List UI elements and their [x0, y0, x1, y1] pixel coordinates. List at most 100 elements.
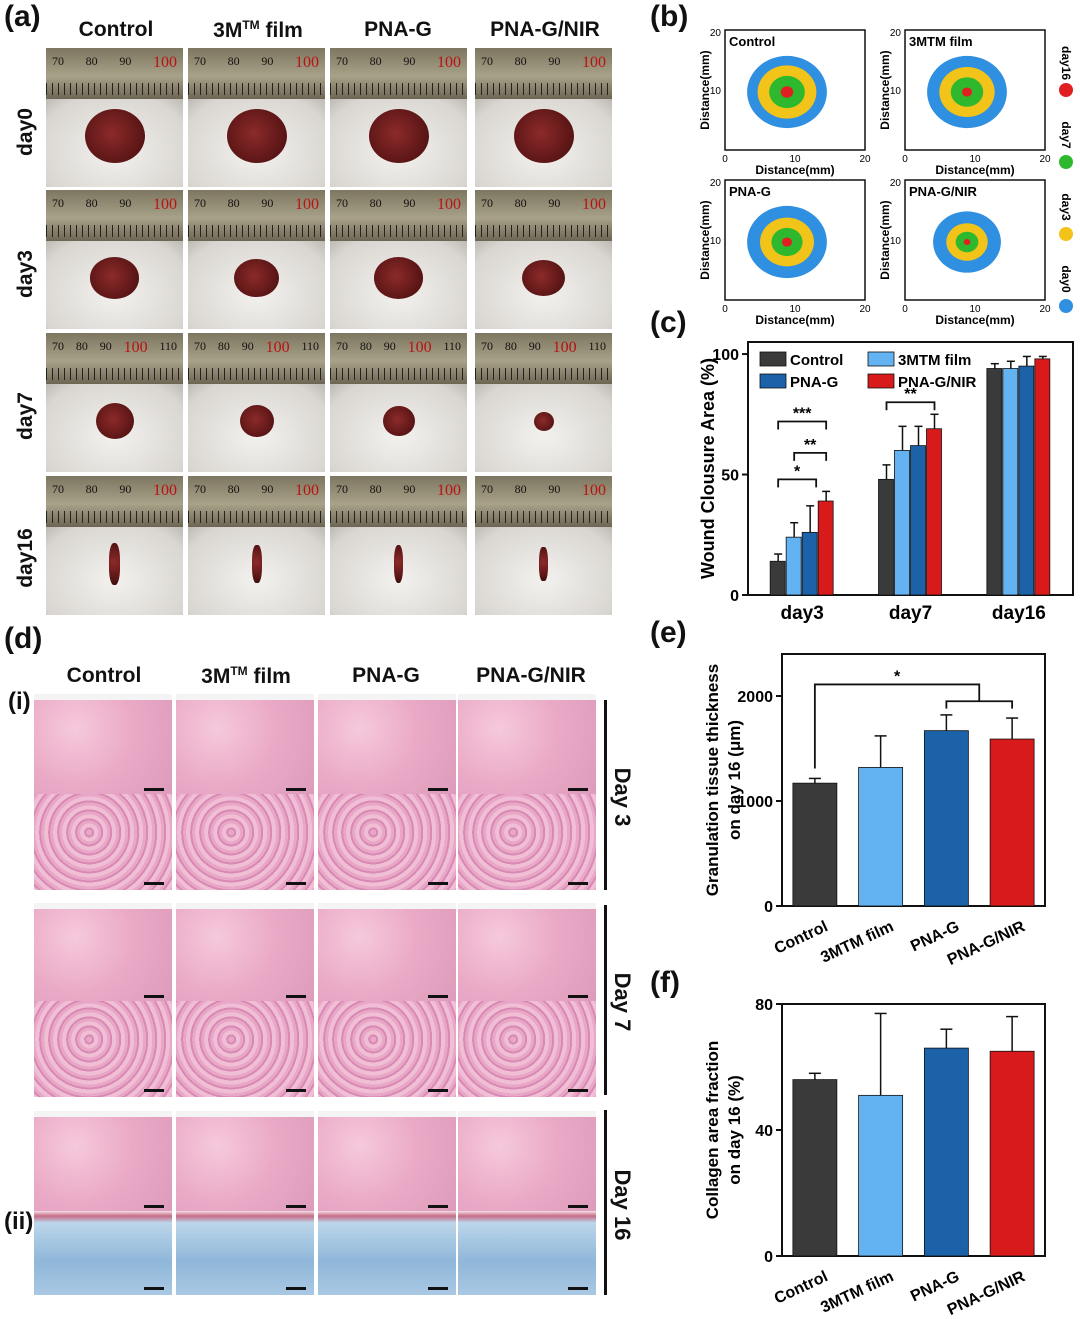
ruler-strip: 70 80 90 100 [475, 190, 612, 242]
bar-Control-day3 [769, 560, 786, 596]
ruler-number: 100 [152, 196, 177, 213]
panel-a-row-day16: day16 [14, 528, 37, 588]
ruler-number: 80 [227, 482, 240, 496]
ruler-number: 100 [294, 196, 319, 213]
y-axis-label: Wound Clousure Area (%) [698, 358, 718, 579]
x-tick-label: day7 [889, 603, 932, 624]
day16-label: Day 16 [610, 1169, 635, 1241]
ruler-ticks [46, 368, 183, 381]
trace-plot-2: PNA-G 0 10 20 10 20 Distance(mm) Distance(mm) [698, 178, 871, 327]
ruler-numbers: 70 80 90 100 [481, 196, 606, 214]
bar-PNA-G-day3 [801, 531, 818, 596]
ruler-number: 70 [336, 196, 348, 210]
ruler-number: 90 [99, 339, 112, 353]
ruler-ticks [475, 83, 612, 96]
histology-image-r5-c0 [34, 1211, 172, 1295]
ruler-number: 80 [227, 196, 240, 210]
panel-b-label: (b) [650, 0, 689, 33]
tick-label: 10 [789, 304, 801, 315]
y-tick-label: 50 [721, 468, 739, 485]
panel-a-label: (a) [4, 0, 41, 33]
histology-image-r0-c1 [176, 694, 314, 796]
panel-e-label: (e) [650, 616, 687, 649]
ruler-number: 80 [217, 339, 230, 353]
bar-PNA-G/NIR-day16 [1034, 358, 1051, 596]
significance-bracket [885, 401, 936, 411]
histology-image-r3-c1 [176, 1001, 314, 1097]
ruler-number: 70 [336, 54, 348, 68]
bar-PNA-G [923, 730, 969, 907]
ruler-number: 100 [123, 339, 148, 356]
trace-plot-title: PNA-G/NIR [909, 184, 978, 199]
ruler-number: 80 [369, 54, 382, 68]
legend-dot-day0 [1059, 299, 1073, 313]
ruler-ticks [188, 368, 325, 381]
histology-image-r1-c3 [458, 794, 596, 890]
bar-PNA-G/NIR-day3 [817, 500, 834, 596]
histology-image-r1-c2 [318, 794, 456, 890]
wound-area [108, 543, 121, 585]
ruler-number: 90 [261, 54, 274, 68]
bar-PNA-G/NIR-day7 [926, 428, 942, 596]
tick-label: 0 [902, 304, 908, 315]
ruler-strip: 70 80 90 100 [475, 476, 612, 528]
ruler-ticks [330, 511, 467, 524]
bar-PNA-G-day7 [910, 445, 926, 596]
ruler-number: 100 [581, 482, 606, 499]
wound-photo-day7-1: 70 80 90 100 110 [188, 333, 325, 472]
ruler-ticks [188, 511, 325, 524]
panel-d-col-3m: 3MTM film [201, 664, 291, 688]
ruler-strip: 70 80 90 100 110 [46, 333, 183, 385]
scale-bar [286, 788, 306, 791]
ruler-numbers: 70 80 90 100 [336, 196, 461, 214]
ruler-number: 110 [588, 339, 606, 353]
ruler-number: 110 [443, 339, 461, 353]
ruler-number: 90 [383, 339, 396, 353]
tick-label: 10 [890, 236, 902, 247]
histology-image-r2-c1 [176, 903, 314, 1003]
ruler-number: 100 [552, 339, 577, 356]
ruler-number: 70 [481, 482, 493, 496]
wound-photo-day7-3: 70 80 90 100 110 [475, 333, 612, 472]
trace-plot-title: 3MTM film [909, 34, 973, 49]
ruler-strip: 70 80 90 100 110 [330, 333, 467, 385]
ruler-numbers: 70 80 90 100 110 [336, 339, 461, 357]
trace-day16 [961, 87, 973, 97]
y-tick-label: 100 [712, 347, 739, 364]
ruler-number: 90 [548, 196, 561, 210]
ruler-strip: 70 80 90 100 [188, 48, 325, 100]
histology-image-r4-c2 [318, 1111, 456, 1213]
tick-label: 10 [969, 304, 981, 315]
significance-bracket [777, 420, 828, 430]
ruler-number: 70 [52, 482, 64, 496]
ruler-number: 90 [119, 482, 132, 496]
ruler-number: 70 [336, 339, 348, 353]
ruler-ticks [188, 83, 325, 96]
ruler-ticks [46, 225, 183, 238]
ruler-number: 100 [265, 339, 290, 356]
trace-plot-title: Control [729, 34, 775, 49]
wound-photo-day0-2: 70 80 90 100 [330, 48, 467, 187]
histology-image-r1-c0 [34, 794, 172, 890]
trace-xlabel: Distance(mm) [935, 313, 1014, 327]
y-axis-label-line2: on day 16 (%) [725, 1075, 744, 1185]
histology-image-r2-c3 [458, 903, 596, 1003]
ruler-number: 100 [294, 482, 319, 499]
ruler-number: 80 [514, 482, 527, 496]
ruler-number: 70 [194, 196, 206, 210]
ruler-strip: 70 80 90 100 [330, 476, 467, 528]
ruler-number: 70 [194, 482, 206, 496]
histology-image-r0-c2 [318, 694, 456, 796]
panel-f-label: (f) [650, 966, 680, 999]
ruler-ticks [330, 368, 467, 381]
tick-label: 10 [789, 154, 801, 165]
ruler-number: 80 [85, 54, 98, 68]
wound-area [533, 411, 554, 431]
wound-trace-plots: Control 0 10 20 10 20 Distance(mm) Distance(mm)… [698, 28, 1073, 327]
ruler-number: 80 [514, 196, 527, 210]
histology-image-r5-c2 [318, 1211, 456, 1295]
ruler-numbers: 70 80 90 100 110 [52, 339, 177, 357]
histology-image-r1-c1 [176, 794, 314, 890]
wound-photo-day16-1: 70 80 90 100 [188, 476, 325, 615]
